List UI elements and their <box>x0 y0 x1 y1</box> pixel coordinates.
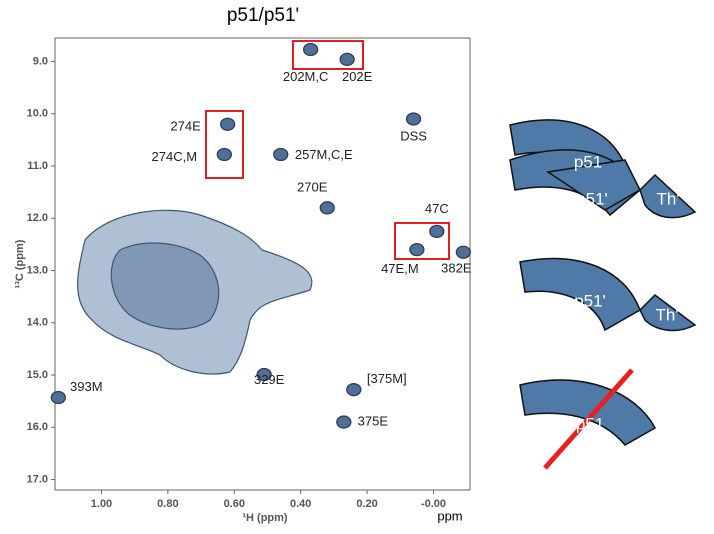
diagram-label: p51 <box>576 414 604 433</box>
peak-label: 274C,M <box>152 149 198 164</box>
peak-label: 375E <box>358 414 389 429</box>
peak-label: 393M <box>70 379 103 394</box>
peak <box>336 415 352 429</box>
x-tick-label: -0.00 <box>421 498 446 510</box>
x-tick-label: 1.00 <box>91 498 112 510</box>
y-tick-label: 9.0 <box>33 55 48 67</box>
peak <box>409 242 425 257</box>
peak-label: 382E <box>441 261 472 276</box>
diagram-label: Th' <box>655 305 678 324</box>
x-tick-label: 0.20 <box>356 498 377 510</box>
peak <box>273 147 289 162</box>
peak <box>346 383 362 397</box>
peak-label: 257M,C,E <box>295 147 353 162</box>
peak-label: 274E <box>170 119 201 134</box>
peak-label: 329E <box>254 372 285 387</box>
y-tick-label: 11.0 <box>27 160 48 172</box>
peak <box>339 52 355 67</box>
peak <box>455 245 472 259</box>
y-tick-label: 10.0 <box>27 108 48 120</box>
y-tick-label: 14.0 <box>27 317 48 329</box>
peak-label: 270E <box>297 179 328 194</box>
highlight-box <box>205 40 450 260</box>
peak-label: 47E,M <box>381 261 419 276</box>
x-tick-label: 0.40 <box>290 498 311 510</box>
peak-label: [375M] <box>367 371 407 386</box>
diagrams: p51 p51' Th' p51' Th' p51 <box>509 119 697 470</box>
diagram-label: p51' <box>576 189 608 208</box>
diagram-label: p51' <box>574 291 606 310</box>
y-tick-label: 16.0 <box>27 421 48 433</box>
y-tick-label: 12.0 <box>27 212 48 224</box>
plot-frame <box>54 37 471 491</box>
diagram-label: p51 <box>574 152 602 171</box>
peak <box>429 224 445 238</box>
peak <box>216 147 232 162</box>
peak <box>219 117 236 131</box>
peak-label: 202M,C <box>283 69 329 84</box>
chart-title: p51/p51' <box>227 5 299 26</box>
peak <box>50 390 66 405</box>
peak <box>319 201 335 215</box>
x-axis-label: ¹H (ppm) <box>242 512 288 524</box>
peak-label: DSS <box>400 128 427 143</box>
y-axis-label: ¹³C (ppm) <box>14 239 26 288</box>
peak <box>302 42 319 57</box>
peak-label: 47C <box>425 201 449 216</box>
unit-label: ppm <box>437 508 462 523</box>
y-tick-label: 13.0 <box>27 264 48 276</box>
y-tick-label: 15.0 <box>27 369 48 381</box>
contour-cluster <box>77 209 313 375</box>
peak-label: 202E <box>342 69 373 84</box>
diagram-label: Th' <box>656 189 679 208</box>
y-tick-label: 17.0 <box>27 473 48 485</box>
peak <box>256 367 272 382</box>
x-tick-label: 0.60 <box>224 498 245 510</box>
x-tick-label: 0.80 <box>157 498 178 510</box>
peak <box>405 112 422 126</box>
